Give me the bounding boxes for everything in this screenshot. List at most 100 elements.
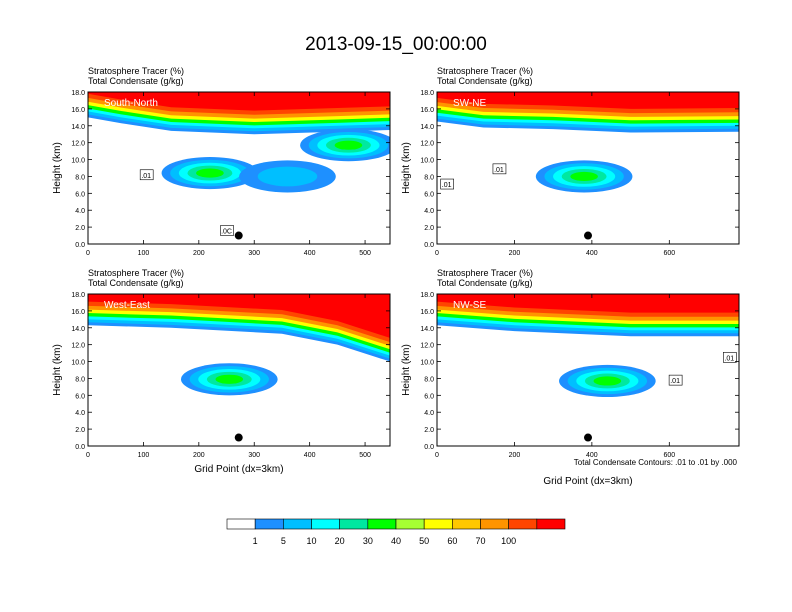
y-tick-label: 0.0 <box>424 242 434 249</box>
panel-frame <box>436 293 740 447</box>
field-label-condensate: Total Condensate (g/kg) <box>88 278 184 288</box>
y-tick-label: 14.0 <box>420 124 434 131</box>
panel-title: South-North <box>104 98 158 109</box>
y-tick-label: 0.0 <box>75 444 85 451</box>
x-axis-title: Grid Point (dx=3km) <box>543 476 632 487</box>
colorbar-label: 40 <box>391 536 401 546</box>
y-tick-label: 18.0 <box>71 292 85 299</box>
colorbar-label: 20 <box>335 536 345 546</box>
y-tick-label: 6.0 <box>424 393 434 400</box>
x-tick-label: 500 <box>359 452 371 459</box>
y-tick-label: 6.0 <box>75 393 85 400</box>
y-tick-label: 12.0 <box>71 343 85 350</box>
field-label-condensate: Total Condensate (g/kg) <box>437 278 533 288</box>
storm-center-marker <box>234 231 243 240</box>
x-axis-title: Grid Point (dx=3km) <box>194 464 283 475</box>
colorbar: 1 5 10 20 30 40 50 60 70 100 <box>226 518 566 546</box>
y-tick-label: 16.0 <box>420 107 434 114</box>
x-tick-label: 300 <box>248 250 260 257</box>
field-label-tracer: Stratosphere Tracer (%) <box>437 66 533 76</box>
tracer-band-7 <box>88 294 390 338</box>
y-tick-label: 8.0 <box>424 174 434 181</box>
field-label-condensate: Total Condensate (g/kg) <box>88 76 184 86</box>
contour-label-box <box>220 225 234 236</box>
plot-area <box>88 294 390 446</box>
field-label-tracer: Stratosphere Tracer (%) <box>88 268 184 278</box>
y-tick-label: 14.0 <box>71 326 85 333</box>
panel-title: NW-SE <box>453 300 486 311</box>
y-tick-label: 4.0 <box>75 208 85 215</box>
panel-west-east: West-East Stratosphere Tracer (%)Total Co… <box>52 268 391 475</box>
colorbar-label: 5 <box>281 536 286 546</box>
contour-label-box <box>492 163 507 175</box>
x-tick-label: 400 <box>586 250 598 257</box>
x-tick-label: 600 <box>663 452 675 459</box>
panels: .01 .0C South-North Stratosphere Tracer (%)… <box>52 66 740 487</box>
colorbar-swatch <box>480 518 509 530</box>
y-tick-label: 8.0 <box>75 376 85 383</box>
y-tick-label: 8.0 <box>75 174 85 181</box>
contour-label-box <box>440 178 454 190</box>
contour-label: .01 <box>141 173 151 180</box>
plot-area <box>437 92 739 244</box>
y-tick-label: 4.0 <box>424 208 434 215</box>
y-tick-label: 10.0 <box>71 158 85 165</box>
tracer-blob-0-level-5 <box>196 168 224 178</box>
plot-area <box>88 92 390 244</box>
x-tick-label: 0 <box>86 250 90 257</box>
colorbar-swatch <box>367 518 397 530</box>
y-tick-label: 14.0 <box>71 124 85 131</box>
y-tick-label: 18.0 <box>420 292 434 299</box>
colorbar-label: 100 <box>501 536 516 546</box>
panel-frame <box>87 293 391 447</box>
x-tick-label: 200 <box>509 452 521 459</box>
contour-label-box <box>139 169 154 181</box>
y-tick-label: 2.0 <box>75 427 85 434</box>
tracer-blob-0-level-5 <box>570 171 598 182</box>
y-tick-label: 16.0 <box>420 309 434 316</box>
y-tick-label: 18.0 <box>71 90 85 97</box>
contour-label: .01 <box>494 167 504 174</box>
panel-title: West-East <box>104 300 150 311</box>
x-tick-label: 300 <box>248 452 260 459</box>
colorbar-swatch <box>283 518 312 530</box>
contour-label: .01 <box>670 378 680 385</box>
tracer-band-7 <box>437 92 739 109</box>
storm-center-marker <box>584 231 592 240</box>
x-tick-label: 100 <box>138 250 150 257</box>
colorbar-swatch <box>452 518 481 530</box>
colorbar-label: 60 <box>447 536 457 546</box>
panel-frame <box>87 91 391 245</box>
y-tick-label: 0.0 <box>75 242 85 249</box>
colorbar-swatch <box>508 518 538 530</box>
y-tick-label: 14.0 <box>420 326 434 333</box>
x-tick-label: 100 <box>138 452 150 459</box>
field-label-tracer: Stratosphere Tracer (%) <box>437 268 533 278</box>
field-label-condensate: Total Condensate (g/kg) <box>437 76 533 86</box>
y-axis-title: Height (km) <box>401 142 412 194</box>
colorbar-swatch <box>254 518 284 530</box>
y-tick-label: 12.0 <box>420 141 434 148</box>
y-tick-label: 16.0 <box>71 107 85 114</box>
x-tick-label: 200 <box>193 452 205 459</box>
x-tick-label: 0 <box>86 452 90 459</box>
storm-center-marker <box>234 433 243 442</box>
colorbar-label: 30 <box>363 536 373 546</box>
y-axis-title: Height (km) <box>52 344 63 396</box>
colorbar-swatch <box>226 518 256 530</box>
y-tick-label: 8.0 <box>424 376 434 383</box>
colorbar-swatch <box>536 518 566 530</box>
panel-sw-ne: .01 .01 SW-NE Stratosphere Tracer (%)Total … <box>401 66 740 257</box>
figure-title: 2013-09-15_00:00:00 <box>305 34 487 55</box>
x-tick-label: 400 <box>304 452 316 459</box>
colorbar-swatch <box>423 518 453 530</box>
x-tick-label: 400 <box>586 452 598 459</box>
y-axis-title: Height (km) <box>52 142 63 194</box>
x-tick-label: 200 <box>193 250 205 257</box>
tracer-blob-0-level-5 <box>215 374 244 384</box>
y-tick-label: 16.0 <box>71 309 85 316</box>
y-tick-label: 10.0 <box>420 360 434 367</box>
tracer-band-7 <box>437 294 739 313</box>
